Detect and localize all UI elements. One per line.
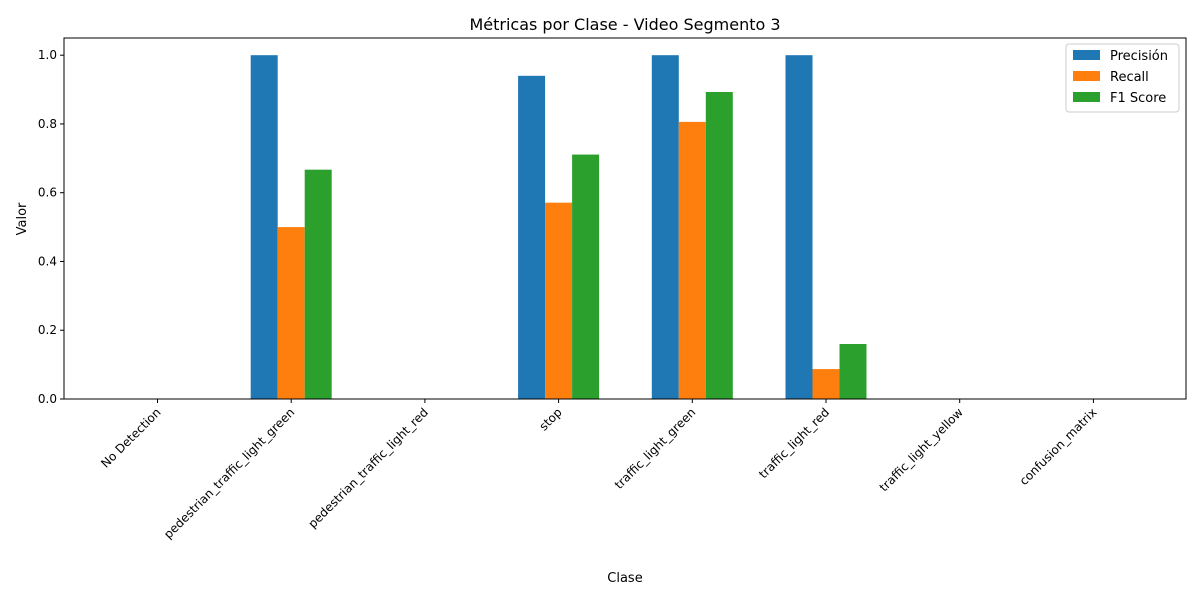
- x-axis: No Detectionpedestrian_traffic_light_gre…: [98, 399, 1100, 541]
- bar-f1-score-1: [304, 169, 332, 399]
- y-axis-label: Valor: [15, 202, 30, 235]
- y-tick-label: 1.0: [38, 48, 57, 62]
- bars-group: [250, 55, 867, 400]
- y-tick-label: 0.8: [38, 117, 57, 131]
- bar-f1-score-3: [572, 154, 600, 399]
- bar-precisi-n-5: [785, 55, 813, 399]
- x-axis-label: Clase: [607, 571, 642, 586]
- bar-f1-score-5: [839, 343, 867, 399]
- legend-label: Precisión: [1110, 49, 1168, 64]
- bar-recall-4: [678, 121, 706, 399]
- x-tick-label: pedestrian_traffic_light_green: [161, 405, 297, 541]
- legend-swatch: [1073, 92, 1100, 102]
- bar-recall-5: [812, 369, 840, 399]
- bar-precisi-n-1: [250, 55, 278, 399]
- bar-recall-3: [545, 202, 573, 399]
- legend-label: Recall: [1110, 70, 1149, 85]
- x-tick-label: traffic_light_green: [612, 405, 699, 492]
- x-tick-label: traffic_light_red: [756, 405, 832, 481]
- y-axis: 0.0 0.2 0.4 0.6 0.8 1.0: [38, 48, 64, 406]
- chart-title: Métricas por Clase - Video Segmento 3: [469, 15, 780, 34]
- bar-precisi-n-3: [518, 75, 546, 400]
- y-tick-label: 0.0: [38, 392, 57, 406]
- bar-precisi-n-4: [651, 55, 679, 399]
- x-tick-label: traffic_light_yellow: [877, 405, 966, 494]
- bar-f1-score-4: [705, 91, 733, 400]
- x-tick-label: pedestrian_traffic_light_red: [305, 405, 431, 531]
- y-tick-label: 0.2: [38, 323, 57, 337]
- legend-swatch: [1073, 50, 1100, 60]
- legend-swatch: [1073, 71, 1100, 81]
- plot-frame: [63, 37, 1187, 400]
- legend: Precisión Recall F1 Score: [1065, 43, 1180, 113]
- y-tick-label: 0.6: [38, 186, 57, 200]
- y-tick-label: 0.4: [38, 254, 57, 268]
- x-tick-label: confusion_matrix: [1017, 405, 1100, 488]
- bar-recall-1: [277, 227, 305, 399]
- x-tick-label: stop: [536, 405, 564, 433]
- x-tick-label: No Detection: [98, 405, 163, 470]
- legend-label: F1 Score: [1110, 91, 1166, 106]
